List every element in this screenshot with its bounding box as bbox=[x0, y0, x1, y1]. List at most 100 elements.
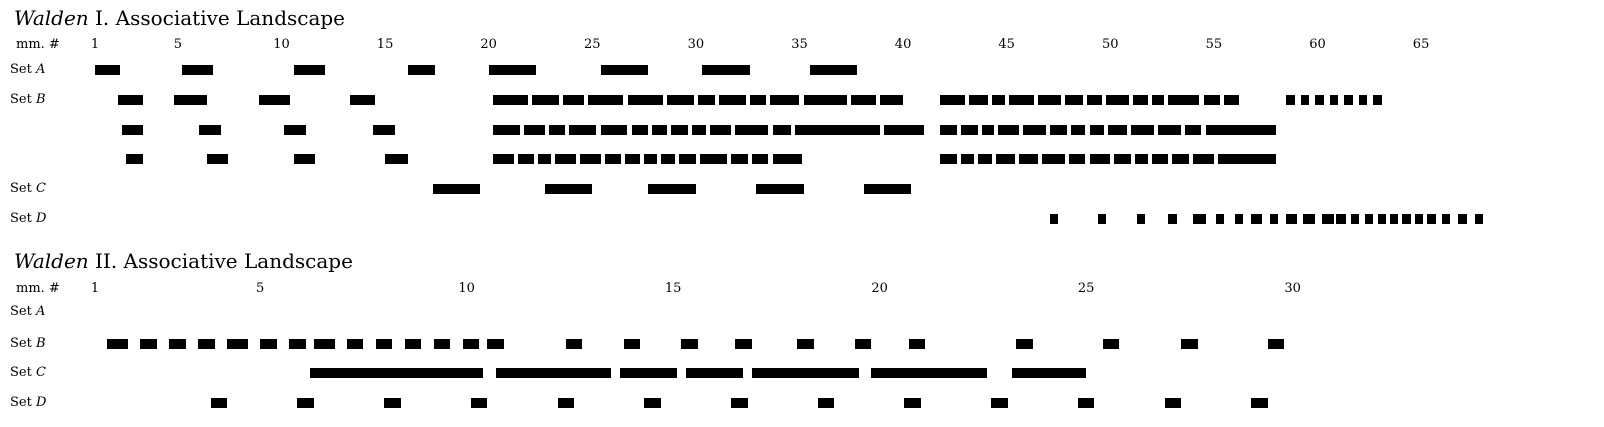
association-bar bbox=[554, 154, 576, 164]
association-bar bbox=[1329, 95, 1339, 105]
association-bar bbox=[1011, 368, 1087, 378]
association-bar bbox=[702, 65, 750, 75]
association-bar bbox=[660, 154, 676, 164]
association-bar bbox=[1157, 125, 1181, 135]
association-bar bbox=[710, 125, 732, 135]
association-bar bbox=[517, 154, 535, 164]
association-bar bbox=[182, 65, 214, 75]
association-bar bbox=[1114, 154, 1131, 164]
measure-tick-label: 30 bbox=[687, 37, 705, 52]
association-bar bbox=[210, 398, 228, 408]
association-bar bbox=[407, 65, 435, 75]
association-bar bbox=[749, 95, 767, 105]
association-bar bbox=[1205, 125, 1277, 135]
association-bar bbox=[1224, 95, 1239, 105]
association-bar bbox=[1286, 214, 1297, 224]
set-label: Set B bbox=[10, 336, 46, 351]
measure-tick-label: 25 bbox=[1077, 281, 1095, 296]
measure-axis-label: mm. # bbox=[16, 281, 60, 296]
association-bar bbox=[1068, 154, 1086, 164]
section-title-text: I. Associative Landscape bbox=[88, 6, 346, 30]
association-bar bbox=[569, 125, 597, 135]
association-bar bbox=[492, 125, 520, 135]
association-bar bbox=[1286, 95, 1295, 105]
association-bar bbox=[648, 184, 696, 194]
association-bar bbox=[1336, 214, 1347, 224]
association-bar bbox=[1234, 214, 1243, 224]
association-bar bbox=[1365, 214, 1374, 224]
association-bar bbox=[384, 398, 401, 408]
set-label-letter: D bbox=[35, 395, 47, 410]
set-label-letter: B bbox=[35, 336, 46, 351]
association-bar bbox=[880, 95, 904, 105]
measure-tick-label: 30 bbox=[1284, 281, 1301, 296]
association-bar bbox=[600, 65, 649, 75]
set-label-prefix: Set bbox=[10, 365, 32, 380]
association-bar bbox=[1089, 154, 1111, 164]
association-bar bbox=[1087, 95, 1102, 105]
association-bar bbox=[652, 125, 667, 135]
association-bar bbox=[1474, 214, 1484, 224]
measure-tick-label: 40 bbox=[894, 37, 912, 52]
association-bar bbox=[1267, 339, 1285, 349]
measure-tick-label: 50 bbox=[1101, 37, 1119, 52]
set-label-letter: A bbox=[35, 62, 46, 77]
association-bar bbox=[260, 339, 277, 349]
association-bar bbox=[462, 339, 480, 349]
association-bar bbox=[772, 154, 802, 164]
association-bar bbox=[863, 184, 912, 194]
association-bar bbox=[619, 368, 678, 378]
association-bar bbox=[565, 339, 583, 349]
section-title: Walden II. Associative Landscape bbox=[14, 249, 353, 273]
set-label-letter: B bbox=[35, 92, 46, 107]
association-bar bbox=[349, 95, 375, 105]
association-bar bbox=[969, 95, 989, 105]
association-bar bbox=[1269, 214, 1279, 224]
association-bar bbox=[981, 125, 995, 135]
association-bar bbox=[173, 95, 207, 105]
association-bar bbox=[1251, 398, 1268, 408]
association-bar bbox=[1097, 214, 1107, 224]
association-bar bbox=[1203, 95, 1221, 105]
association-bar bbox=[470, 398, 488, 408]
association-bar bbox=[631, 125, 649, 135]
association-bar bbox=[375, 339, 393, 349]
association-bar bbox=[95, 65, 120, 75]
association-bar bbox=[289, 339, 306, 349]
association-bar bbox=[1358, 95, 1368, 105]
section-title-work: Walden bbox=[14, 249, 89, 273]
measure-tick-label: 1 bbox=[90, 281, 100, 296]
association-bar bbox=[700, 154, 727, 164]
association-bar bbox=[313, 339, 335, 349]
association-bar bbox=[600, 125, 628, 135]
section-title: Walden I. Associative Landscape bbox=[14, 6, 345, 30]
set-label-letter: C bbox=[35, 365, 46, 380]
set-label-prefix: Set bbox=[10, 181, 32, 196]
association-bar bbox=[1070, 125, 1086, 135]
association-bar bbox=[940, 125, 957, 135]
association-bar bbox=[770, 95, 800, 105]
association-bar bbox=[1077, 398, 1095, 408]
association-bar bbox=[227, 339, 248, 349]
association-bar bbox=[107, 339, 129, 349]
association-bar bbox=[1390, 214, 1399, 224]
association-bar bbox=[1402, 214, 1411, 224]
association-bar bbox=[1089, 125, 1105, 135]
association-bar bbox=[671, 125, 688, 135]
association-bar bbox=[1151, 154, 1169, 164]
association-bar bbox=[1064, 95, 1084, 105]
measure-tick-label: 1 bbox=[90, 37, 100, 52]
measure-tick-label: 5 bbox=[256, 281, 265, 296]
set-label-prefix: Set bbox=[10, 211, 32, 226]
association-bar bbox=[961, 154, 974, 164]
association-bar bbox=[523, 125, 545, 135]
set-label-letter: D bbox=[35, 211, 47, 226]
association-bar bbox=[544, 184, 593, 194]
association-bar bbox=[432, 184, 481, 194]
association-bar bbox=[1131, 125, 1154, 135]
association-bar bbox=[625, 154, 640, 164]
association-bar bbox=[731, 398, 748, 408]
association-bar bbox=[992, 95, 1005, 105]
association-bar bbox=[908, 339, 926, 349]
association-bar bbox=[198, 125, 222, 135]
